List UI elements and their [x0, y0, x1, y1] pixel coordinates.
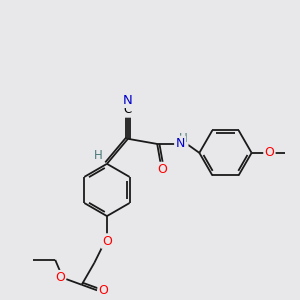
Text: N: N	[176, 137, 185, 150]
Text: C: C	[124, 103, 132, 116]
Text: O: O	[99, 284, 109, 297]
Text: H: H	[94, 149, 103, 162]
Text: O: O	[102, 235, 112, 248]
Text: N: N	[123, 94, 133, 107]
Text: O: O	[265, 146, 275, 159]
Text: H: H	[178, 132, 188, 145]
Text: O: O	[157, 163, 167, 176]
Text: O: O	[55, 271, 65, 284]
